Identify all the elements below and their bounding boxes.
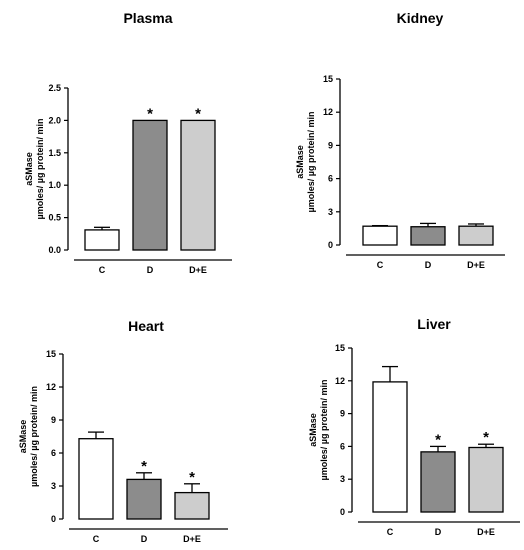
y-tick-label: 1.5 (48, 148, 61, 158)
chart-panel-heart: Heart 0 3 6 9 12 15 aSMaseµmoles/ µg protein/ m… (18, 318, 228, 544)
significance-marker: * (141, 458, 147, 475)
x-tick-label: C (99, 265, 106, 275)
y-tick-label: 12 (323, 107, 333, 117)
y-axis-label-line1: aSMase (24, 152, 34, 186)
chart-panel-liver: Liver 0 3 6 9 12 15 aSMaseµmoles/ µg protein/ m… (308, 316, 520, 537)
y-axis-label: aSMaseµmoles/ µg protein/ min (24, 119, 45, 220)
significance-marker: * (189, 469, 195, 486)
x-tick-label: D+E (477, 527, 495, 537)
x-tick-label: C (377, 260, 384, 270)
y-tick-label: 3 (51, 481, 56, 491)
y-axis-label: aSMaseµmoles/ µg protein/ min (308, 380, 329, 481)
y-axis-label: aSMaseµmoles/ µg protein/ min (295, 112, 316, 213)
significance-marker: * (483, 429, 489, 446)
y-tick-label: 6 (51, 448, 56, 458)
y-tick-label: 2.0 (48, 115, 61, 125)
y-tick-label: 12 (46, 382, 56, 392)
y-axis-label-line2: µmoles/ µg protein/ min (29, 386, 39, 487)
y-tick-label: 9 (340, 409, 345, 419)
bar-c (78, 438, 114, 520)
chart-title: Liver (417, 316, 451, 332)
y-axis-label-line1: aSMase (18, 420, 28, 454)
bar-d (126, 478, 162, 520)
bar-d (420, 451, 456, 513)
y-axis-label-line2: µmoles/ µg protein/ min (35, 119, 45, 220)
y-tick-label: 0 (340, 507, 345, 517)
significance-marker: * (435, 431, 441, 448)
chart-title: Kidney (397, 10, 444, 26)
significance-marker: * (195, 105, 201, 122)
y-axis-label-line1: aSMase (295, 145, 305, 179)
bar-c (372, 381, 408, 513)
x-tick-label: D (425, 260, 432, 270)
bar-d (132, 119, 168, 251)
x-tick-label: D (435, 527, 442, 537)
y-tick-label: 6 (340, 441, 345, 451)
y-tick-label: 15 (46, 349, 56, 359)
y-axis-label-line2: µmoles/ µg protein/ min (306, 112, 316, 213)
y-tick-label: 0.5 (48, 213, 61, 223)
y-axis-label-line2: µmoles/ µg protein/ min (319, 380, 329, 481)
bar-d (410, 226, 446, 246)
bar-dpluse (180, 119, 216, 251)
x-tick-label: D (141, 534, 148, 544)
x-tick-label: C (387, 527, 394, 537)
y-tick-label: 9 (328, 140, 333, 150)
y-tick-label: 9 (51, 415, 56, 425)
y-tick-label: 6 (328, 174, 333, 184)
significance-marker: * (147, 105, 153, 122)
chart-panel-kidney: Kidney 0 3 6 9 12 15 aSMaseµmoles/ µg protein/ … (295, 10, 505, 270)
x-tick-label: D+E (467, 260, 485, 270)
y-tick-label: 3 (328, 207, 333, 217)
x-tick-label: D (147, 265, 154, 275)
bar-dpluse (458, 225, 494, 246)
y-axis-label-line1: aSMase (308, 413, 318, 447)
y-tick-label: 0.0 (48, 245, 61, 255)
bar-dpluse (468, 446, 504, 513)
bar-c (362, 225, 398, 246)
y-tick-label: 15 (335, 343, 345, 353)
x-tick-label: D+E (189, 265, 207, 275)
y-tick-label: 15 (323, 74, 333, 84)
x-tick-label: D+E (183, 534, 201, 544)
y-axis-label: aSMaseµmoles/ µg protein/ min (18, 386, 39, 487)
bar-dpluse (174, 491, 210, 520)
y-tick-label: 0 (328, 240, 333, 250)
x-tick-label: C (93, 534, 100, 544)
bar-c (84, 229, 120, 251)
chart-title: Heart (128, 318, 164, 334)
y-tick-label: 3 (340, 474, 345, 484)
chart-title: Plasma (123, 10, 172, 26)
y-tick-label: 12 (335, 376, 345, 386)
y-tick-label: 2.5 (48, 83, 61, 93)
y-tick-label: 1.0 (48, 180, 61, 190)
chart-panel-plasma: Plasma 0.0 0.5 1.0 1.5 2.0 2.5 aSMaseµmoles/ µg… (24, 10, 232, 275)
y-tick-label: 0 (51, 514, 56, 524)
